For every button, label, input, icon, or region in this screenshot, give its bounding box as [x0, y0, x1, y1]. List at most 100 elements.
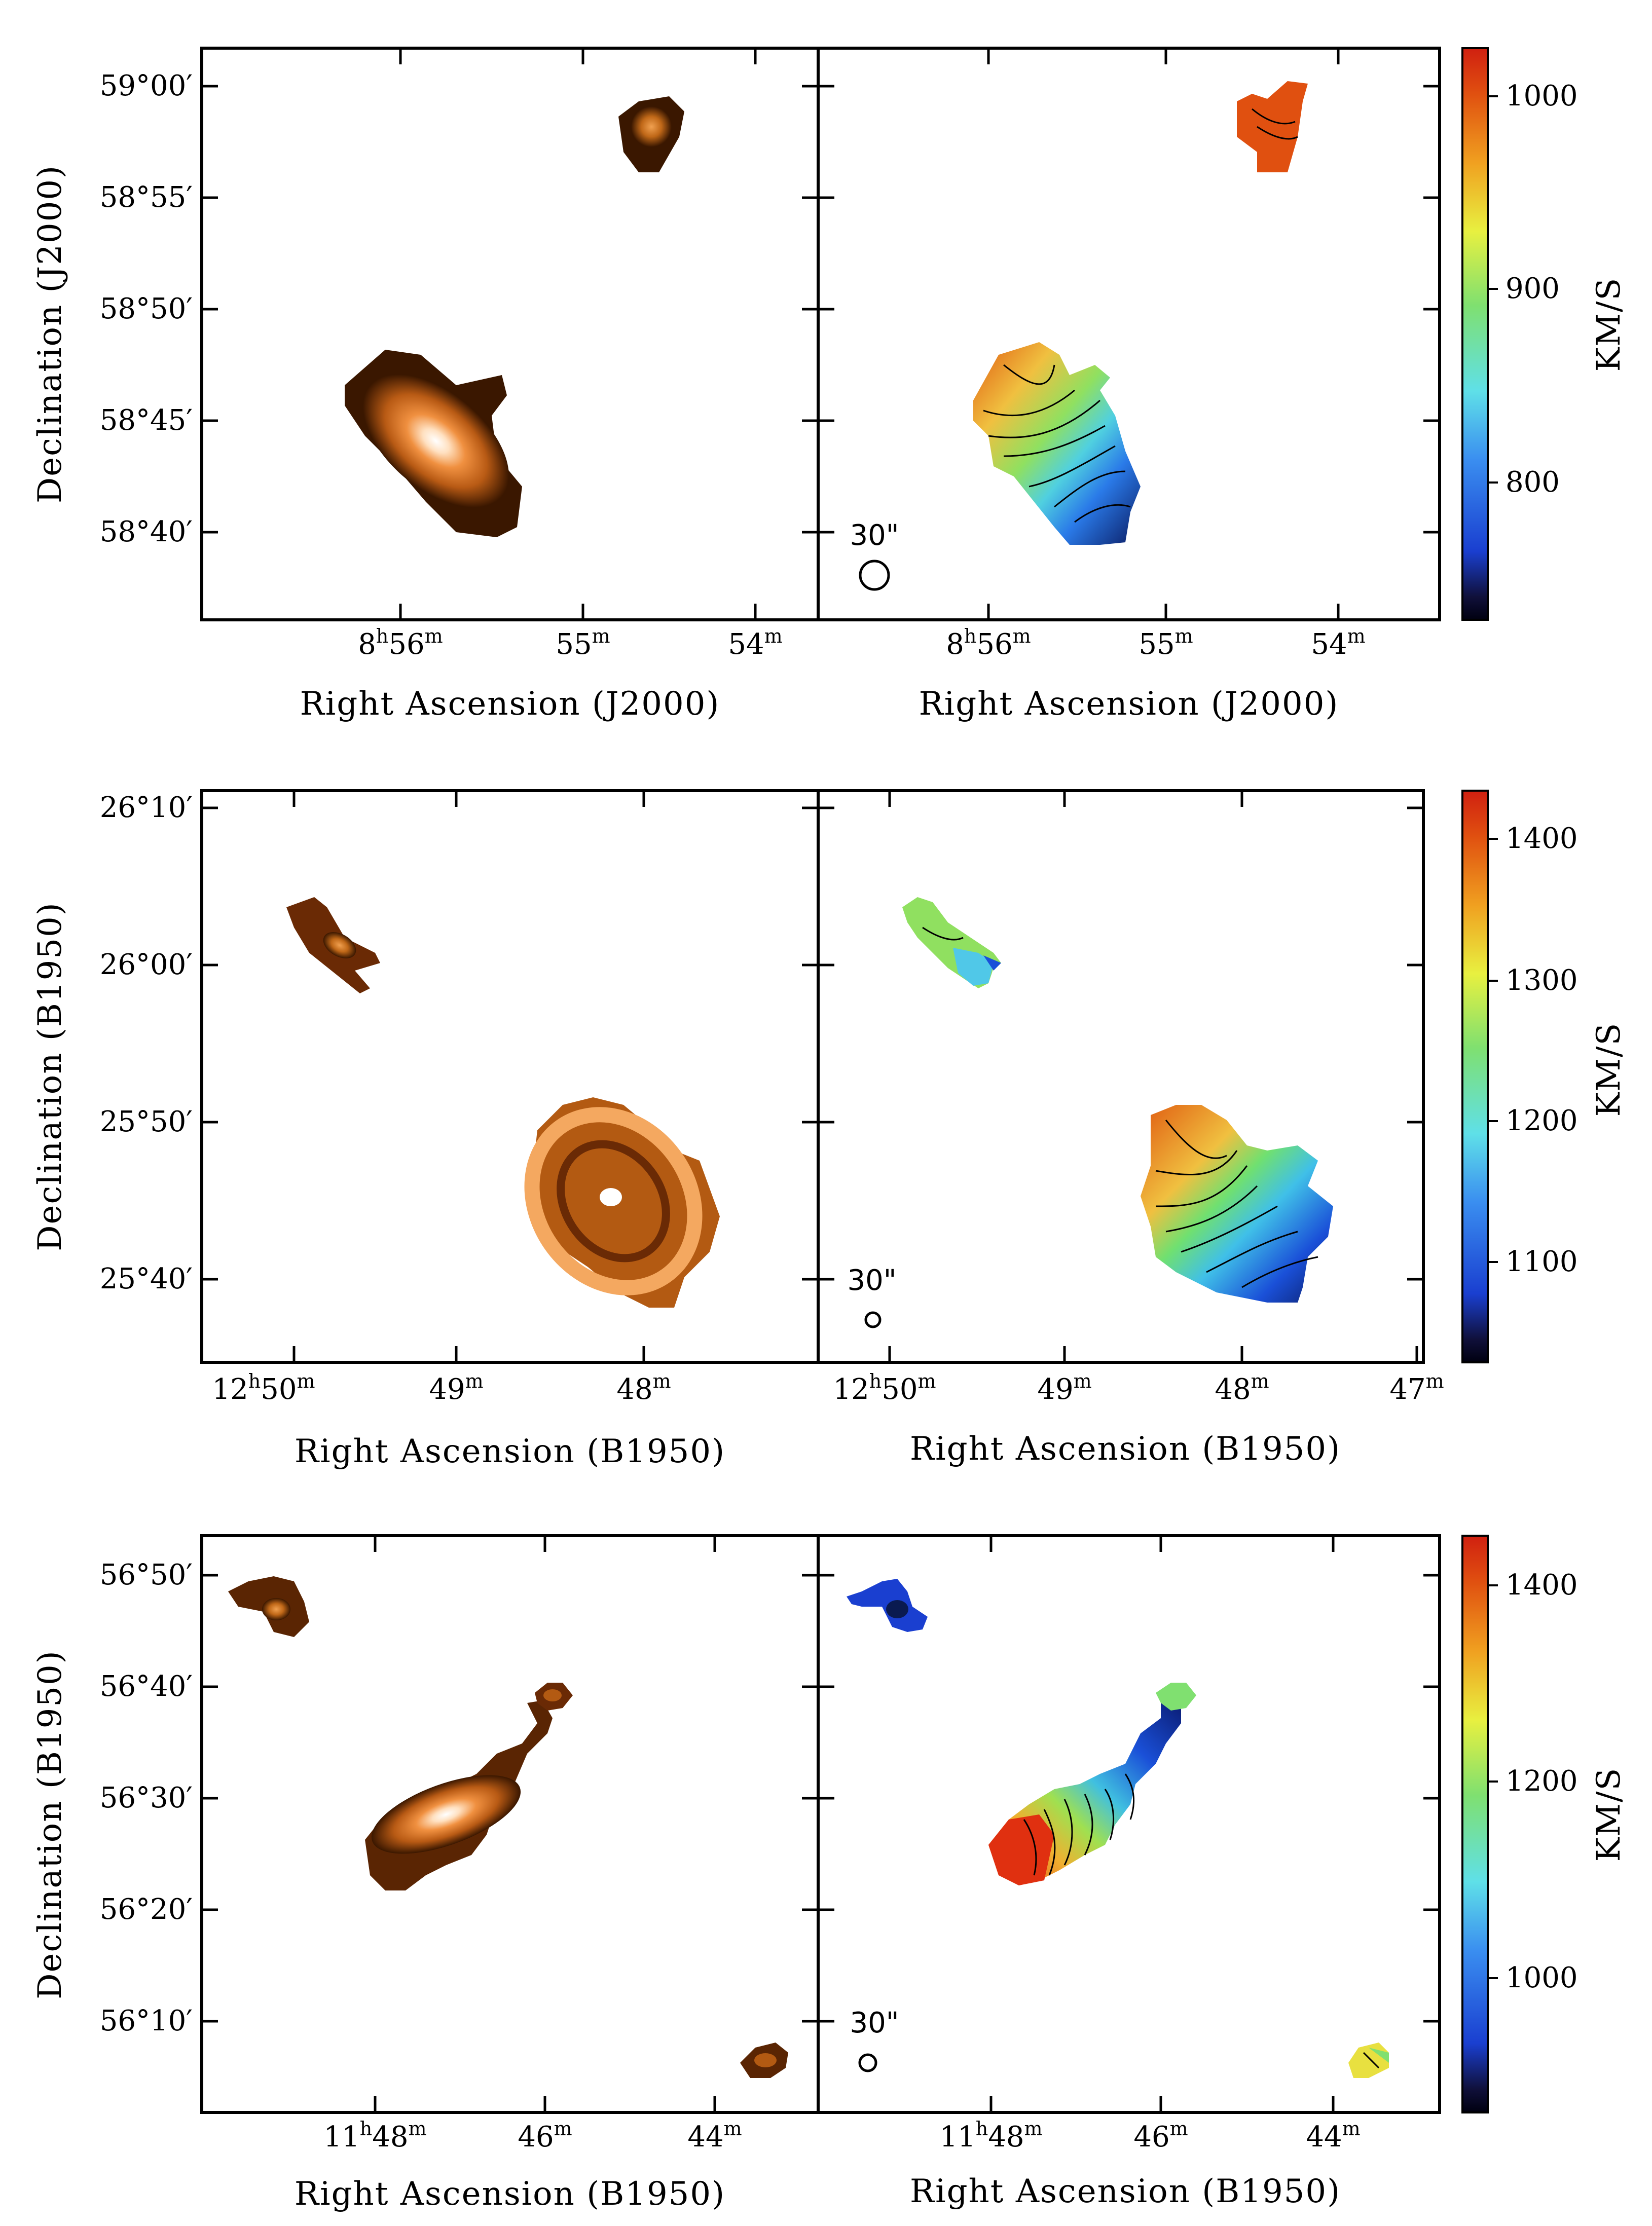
- dec-tick: 56°50′: [100, 1559, 193, 1591]
- ra-tick: 12h50m: [833, 1370, 936, 1406]
- ra-tick: 47m: [1389, 1370, 1444, 1406]
- dec-tick: 58°55′: [100, 181, 193, 214]
- row3: 56°50′ 56°40′ 56°30′ 56°20′ 56°10′ 11h48…: [31, 1534, 1628, 2213]
- dec-tick: 25°50′: [100, 1105, 193, 1138]
- colorbar-tick: 1000: [1506, 80, 1578, 113]
- row3-companion-mid: [535, 1683, 573, 1711]
- beam-circle: [859, 560, 890, 591]
- row3-velocity-companion-mid: [1156, 1683, 1196, 1711]
- row2-right-ticks: [818, 791, 1423, 1362]
- row3-companion-se: [740, 2043, 788, 2078]
- dec-tick: 56°40′: [100, 1670, 193, 1703]
- x-axis-label: Right Ascension (J2000): [300, 685, 720, 723]
- row2-intensity-panel: 26°10′ 26°00′ 25°50′ 25°40′ 12h50m 49m 4…: [31, 789, 820, 1470]
- dec-tick: 56°20′: [100, 1893, 193, 1926]
- colorbar-gradient: [1461, 1535, 1489, 2113]
- colorbar-tick: 1200: [1506, 1104, 1578, 1137]
- colorbar-tick: 800: [1506, 466, 1560, 499]
- ra-tick: 55m: [1139, 625, 1193, 661]
- colorbar-tick: 900: [1506, 272, 1560, 305]
- y-axis-label: Declination (J2000): [31, 165, 69, 503]
- colorbar-tick: 1100: [1506, 1245, 1578, 1278]
- row3-right-ticks: [818, 1536, 1440, 2112]
- beam-circle: [858, 2053, 877, 2072]
- dec-tick: 56°30′: [100, 1782, 193, 1814]
- row3-velocity-field-main: [988, 1698, 1181, 1885]
- row2-velocity-field-main: [1141, 1105, 1333, 1303]
- ra-tick: 48m: [616, 1370, 671, 1406]
- ra-tick: 49m: [429, 1370, 483, 1406]
- colorbar-tick: 1300: [1506, 964, 1578, 997]
- row1-right-ticks: [818, 48, 1440, 620]
- dec-tick: 26°10′: [100, 791, 193, 824]
- row1: 59°00′ 58°55′ 58°50′ 58°45′ 58°40′ 8h56m…: [31, 47, 1628, 723]
- row2-galaxy-companion: [286, 897, 380, 993]
- x-axis-label: Right Ascension (J2000): [919, 685, 1339, 723]
- dec-tick: 56°10′: [100, 2005, 193, 2037]
- colorbar-label: KM/S: [1590, 1022, 1628, 1117]
- row2-left-ticks: [202, 791, 818, 1362]
- dec-tick: 26°00′: [100, 948, 193, 981]
- x-axis-label: Right Ascension (B1950): [295, 1433, 725, 1470]
- panel-frame: [200, 1534, 820, 2114]
- dec-tick: 58°40′: [100, 515, 193, 548]
- dec-tick: 58°45′: [100, 404, 193, 437]
- row1-velocity-field-companion: [1237, 81, 1308, 172]
- row2-velocity-field-companion: [902, 897, 1001, 988]
- ra-tick: 54m: [728, 625, 782, 661]
- row3-left-ticks: [202, 1536, 818, 2112]
- row1-galaxy-companion: [618, 96, 684, 172]
- row3-colorbar: 1400 1200 1000 KM/S: [1461, 1535, 1628, 2113]
- beam-label: 30": [850, 519, 899, 552]
- ra-tick: 48m: [1215, 1370, 1269, 1406]
- x-axis-label: Right Ascension (B1950): [910, 2173, 1341, 2210]
- colorbar-gradient: [1461, 47, 1489, 621]
- ra-tick: 12h50m: [212, 1370, 315, 1406]
- ra-tick: 44m: [687, 2118, 742, 2154]
- colorbar-tick: 1000: [1506, 1961, 1578, 1994]
- ra-tick: 46m: [1133, 2118, 1188, 2154]
- row3-velocity-panel: 30" 11h48m 46m 44m Right Ascension (B195…: [817, 1534, 1441, 2210]
- row1-galaxy-main: [345, 350, 522, 537]
- colorbar-tick: 1200: [1506, 1765, 1578, 1798]
- row3-velocity-companion-nw: [847, 1579, 928, 1632]
- ra-tick: 49m: [1037, 1370, 1091, 1406]
- row3-velocity-companion-se: [1348, 2043, 1389, 2078]
- ra-tick: 55m: [556, 625, 610, 661]
- row2-colorbar: 1400 1300 1200 1100 KM/S: [1461, 790, 1628, 1363]
- y-axis-label: Declination (B1950): [31, 1650, 69, 1999]
- dec-tick: 59°00′: [100, 69, 193, 102]
- row1-intensity-panel: 59°00′ 58°55′ 58°50′ 58°45′ 58°40′ 8h56m…: [31, 47, 820, 723]
- panel-frame: [200, 47, 820, 621]
- ra-tick: 46m: [518, 2118, 572, 2154]
- beam-circle: [864, 1311, 882, 1328]
- beam-label: 30": [850, 2007, 899, 2039]
- row1-velocity-panel: 30" 8h56m 55m 54m Right Ascension (J2000…: [817, 47, 1441, 723]
- colorbar-tick: 1400: [1506, 822, 1578, 855]
- panel-frame: [817, 47, 1441, 621]
- panel-frame: [817, 789, 1425, 1364]
- row3-intensity-panel: 56°50′ 56°40′ 56°30′ 56°20′ 56°10′ 11h48…: [31, 1534, 820, 2213]
- x-axis-label: Right Ascension (B1950): [910, 1430, 1341, 1468]
- colorbar-gradient: [1461, 790, 1489, 1363]
- dec-tick: 25°40′: [100, 1263, 193, 1295]
- ra-tick: 11h48m: [323, 2118, 426, 2154]
- beam-label: 30": [847, 1264, 896, 1297]
- row2-galaxy-main: [524, 1097, 720, 1308]
- x-axis-label: Right Ascension (B1950): [295, 2175, 725, 2213]
- row1-velocity-field-main: [973, 342, 1141, 545]
- row1-left-ticks: [202, 48, 818, 620]
- panel-frame: [200, 789, 820, 1364]
- ra-tick: 11h48m: [939, 2118, 1042, 2154]
- panel-frame: [817, 1534, 1441, 2114]
- row3-galaxy-main: [365, 1700, 553, 1890]
- colorbar-label: KM/S: [1590, 1767, 1628, 1862]
- dec-tick: 58°50′: [100, 292, 193, 325]
- y-axis-label: Declination (B1950): [31, 902, 69, 1251]
- row3-companion-nw: [228, 1576, 309, 1637]
- ra-tick: 44m: [1306, 2118, 1360, 2154]
- row2-velocity-panel: 30" 12h50m 49m 48m 47m Right Ascension (…: [817, 789, 1444, 1468]
- ra-tick: 8h56m: [358, 625, 443, 661]
- colorbar-tick: 1400: [1506, 1569, 1578, 1602]
